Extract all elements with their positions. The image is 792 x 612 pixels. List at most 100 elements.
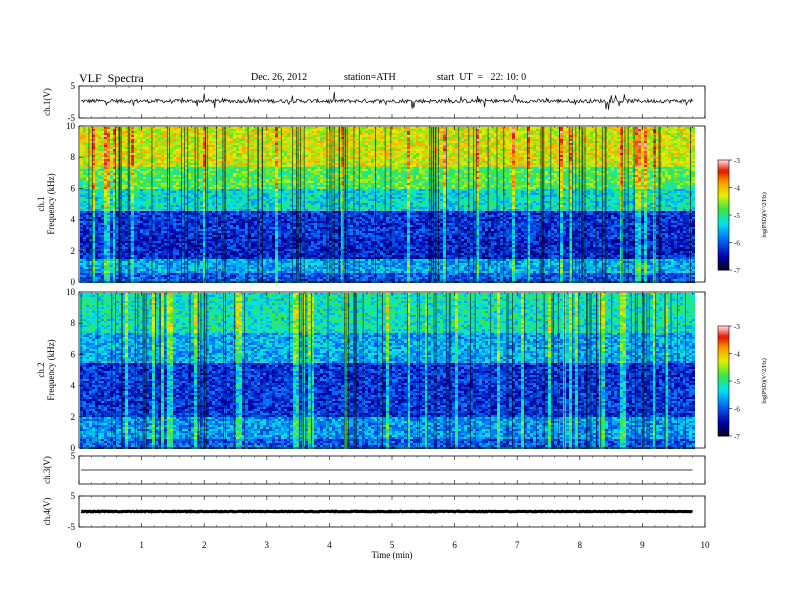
spectrogram-ch1-cell — [176, 185, 179, 187]
spectrogram-ch1-cell — [161, 271, 164, 273]
spectrogram-ch1-cell — [200, 249, 203, 251]
spectrogram-ch1-cell — [227, 235, 230, 237]
spectrogram-ch1-cell — [122, 145, 125, 147]
spectrogram-ch1-cell — [155, 269, 158, 271]
spectrogram-ch1-cell — [134, 177, 137, 179]
spectrogram-ch1-cell — [158, 191, 161, 193]
spectrogram-ch1-cell — [83, 237, 86, 239]
spectrogram-ch1-cell — [95, 267, 98, 269]
spectrogram-ch1-cell — [209, 173, 212, 175]
spectrogram-ch1-cell — [200, 137, 203, 139]
spectrogram-ch1-cell — [170, 279, 173, 281]
spectrogram-ch1-cell — [131, 147, 134, 149]
spectrogram-ch1-cell — [107, 261, 110, 263]
spectrogram-ch1-cell — [173, 225, 176, 227]
spectrogram-ch1-cell — [131, 257, 134, 259]
spectrogram-ch1-cell — [110, 261, 113, 263]
spectrogram-ch1-cell — [218, 207, 221, 209]
spectrogram-ch1-cell — [98, 179, 101, 181]
spectrogram-ch1-cell — [236, 163, 239, 165]
spectrogram-ch1-cell — [143, 235, 146, 237]
spectrogram-ch1-cell — [161, 225, 164, 227]
spectrogram-ch1-cell — [83, 147, 86, 149]
spectrogram-ch1-cell — [80, 169, 83, 171]
spectrogram-ch1-cell — [209, 127, 212, 129]
spectrogram-ch1-cell — [80, 237, 83, 239]
spectrogram-ch1-cell — [143, 223, 146, 225]
spectrogram-ch1-cell — [107, 271, 110, 273]
spectrogram-ch1-cell — [164, 147, 167, 149]
spectrogram-ch1-cell — [110, 227, 113, 229]
spectrogram-ch1-cell — [152, 203, 155, 205]
spectrogram-ch1-cell — [152, 149, 155, 151]
spectrogram-ch1-cell — [104, 229, 107, 231]
spectrogram-ch1-cell — [209, 163, 212, 165]
spectrogram-ch1-cell — [125, 211, 128, 213]
spectrogram-ch1-cell — [173, 279, 176, 281]
spectrogram-ch1-cell — [233, 251, 236, 253]
spectrogram-ch1-cell — [164, 141, 167, 143]
spectrogram-ch1-cell — [173, 241, 176, 243]
spectrogram-ch1-cell — [152, 263, 155, 265]
spectrogram-ch1-cell — [164, 201, 167, 203]
spectrogram-ch1-cell — [209, 165, 212, 167]
spectrogram-ch1-cell — [86, 137, 89, 139]
spectrogram-ch1-cell — [143, 161, 146, 163]
spectrogram-ch1-cell — [83, 269, 86, 271]
spectrogram-ch1-cell — [158, 225, 161, 227]
spectrogram-ch1-cell — [233, 215, 236, 217]
spectrogram-ch1-cell — [173, 219, 176, 221]
spectrogram-ch1-cell — [191, 219, 194, 221]
spectrogram-ch1-cell — [170, 169, 173, 171]
spectrogram-ch1-cell — [146, 249, 149, 251]
spectrogram-ch1-cell — [104, 223, 107, 225]
spectrogram-ch1-cell — [110, 215, 113, 217]
spectrogram-ch1-cell — [149, 243, 152, 245]
spectrogram-ch1-cell — [155, 213, 158, 215]
spectrogram-ch1-cell — [212, 235, 215, 237]
spectrogram-ch1-cell — [125, 191, 128, 193]
spectrogram-ch1-cell — [170, 179, 173, 181]
spectrogram-ch1-cell — [164, 239, 167, 241]
spectrogram-ch1-cell — [89, 223, 92, 225]
spectrogram-ch1-cell — [191, 177, 194, 179]
spectrogram-ch1-cell — [122, 129, 125, 131]
spectrogram-ch1-cell — [86, 183, 89, 185]
spectrogram-ch1-cell — [89, 177, 92, 179]
spectrogram-ch1-cell — [218, 197, 221, 199]
spectrogram-ch1-cell — [107, 157, 110, 159]
spectrogram-ch1-cell — [104, 185, 107, 187]
spectrogram-ch1-cell — [104, 165, 107, 167]
spectrogram-ch1-cell — [161, 247, 164, 249]
spectrogram-ch1-cell — [191, 241, 194, 243]
spectrogram-ch1-cell — [218, 237, 221, 239]
spectrogram-ch1-cell — [152, 159, 155, 161]
spectrogram-ch1-cell — [188, 229, 191, 231]
spectrogram-ch1-cell — [146, 255, 149, 257]
spectrogram-ch1-cell — [89, 227, 92, 229]
spectrogram-ch1-cell — [143, 173, 146, 175]
spectrogram-ch1-cell — [164, 179, 167, 181]
spectrogram-ch1-cell — [80, 191, 83, 193]
spectrogram-ch1-cell — [149, 241, 152, 243]
spectrogram-ch1-cell — [95, 131, 98, 133]
spectrogram-ch1-cell — [95, 135, 98, 137]
spectrogram-ch1-cell — [155, 223, 158, 225]
spectrogram-ch1-cell — [173, 231, 176, 233]
spectrogram-ch1-cell — [131, 213, 134, 215]
spectrogram-ch1-cell — [164, 149, 167, 151]
spectrogram-ch1-cell — [188, 255, 191, 257]
spectrogram-ch1-cell — [149, 261, 152, 263]
spectrogram-ch1-cell — [200, 229, 203, 231]
spectrogram-ch1-cell — [137, 151, 140, 153]
spectrogram-ch1-cell — [161, 135, 164, 137]
spectrogram-ch1-cell — [122, 207, 125, 209]
spectrogram-ch1-cell — [197, 135, 200, 137]
spectrogram-ch1-cell — [143, 225, 146, 227]
spectrogram-ch1-cell — [101, 161, 104, 163]
spectrogram-ch1-cell — [152, 219, 155, 221]
spectrogram-ch1-cell — [173, 213, 176, 215]
spectrogram-ch1-cell — [125, 271, 128, 273]
spectrogram-ch1-cell — [95, 161, 98, 163]
spectrogram-ch1-cell — [209, 227, 212, 229]
